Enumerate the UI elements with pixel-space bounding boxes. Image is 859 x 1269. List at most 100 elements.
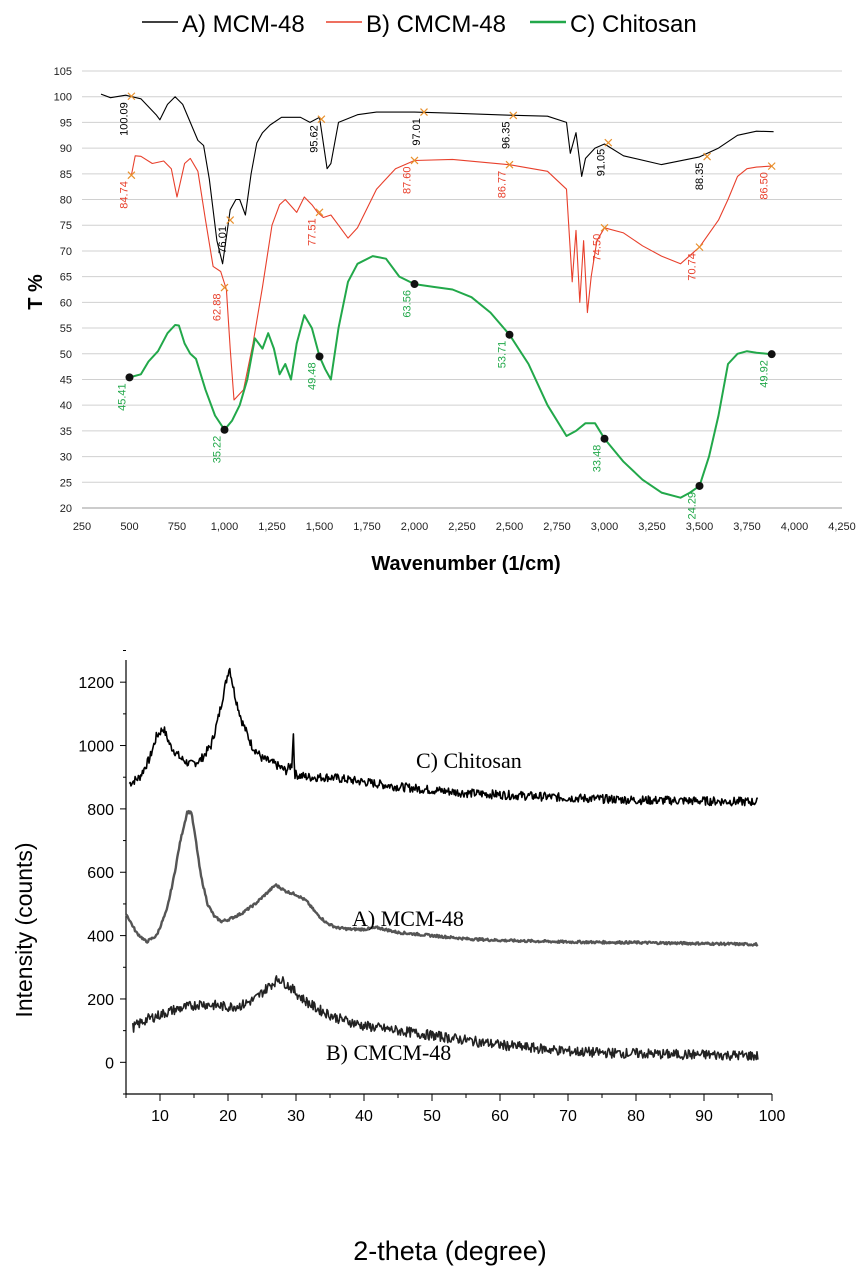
ftir-data-label-c-chitosan-49-92: 49.92 <box>759 360 771 388</box>
ftir-x-tick-2-000: 2,000 <box>401 521 429 533</box>
ftir-marker-b-cmcm-48-70-74 <box>695 243 704 252</box>
ftir-x-tick-1-000: 1,000 <box>211 521 239 533</box>
xrd-x-tick-70: 70 <box>559 1108 577 1125</box>
ftir-marker-chitosan-33-48 <box>600 434 609 443</box>
xrd-y-tick-600: 600 <box>87 865 114 882</box>
ftir-x-tick-1-500: 1,500 <box>306 521 334 533</box>
ftir-x-tick-750: 750 <box>168 521 186 533</box>
ftir-data-label-b-cmcm-48-84-74: 84.74 <box>118 181 130 209</box>
ftir-marker-chitosan-53-71 <box>505 330 514 339</box>
ftir-x-tick-labels: 250 500 750 1,000 1,250 1,500 1,750 2,000 2,250 2… <box>73 521 856 533</box>
ftir-y-tick-90: 90 <box>60 143 72 155</box>
ftir-chart: A) MCM-48 B) CMCM-48 C) Chitosan 20 25 30 3… <box>25 11 856 575</box>
ftir-point-markers <box>125 92 776 490</box>
xrd-y-axis-title: Intensity (counts) <box>11 842 37 1017</box>
ftir-x-tick-3-000: 3,000 <box>591 521 619 533</box>
xrd-y-tick-800: 800 <box>87 802 114 819</box>
ftir-data-label-a-mcm-48-97-01: 97.01 <box>411 118 423 146</box>
ftir-series-lines <box>100 93 774 499</box>
ftir-marker-chitosan-49-48 <box>315 352 324 361</box>
annotation-mcm48: A) MCM-48 <box>352 906 464 931</box>
xrd-x-axis-title: 2-theta (degree) <box>353 1236 547 1266</box>
ftir-x-tick-4-000: 4,000 <box>781 521 809 533</box>
ftir-x-tick-4-250: 4,250 <box>828 521 856 533</box>
xrd-y-tick-200: 200 <box>87 992 114 1009</box>
xrd-x-tick-labels: 10 20 30 40 50 60 70 80 90 100 <box>151 1108 785 1125</box>
ftir-x-tick-500: 500 <box>120 521 138 533</box>
ftir-data-label-a-mcm-48-76-01: 76.01 <box>217 226 229 254</box>
ftir-y-axis-title: T % <box>25 274 47 310</box>
xrd-y-tick-400: 400 <box>87 929 114 946</box>
ftir-marker-chitosan-45-41 <box>125 373 134 382</box>
ftir-y-tick-80: 80 <box>60 195 72 207</box>
ftir-data-label-b-cmcm-48-87-60: 87.60 <box>402 166 414 194</box>
legend-label-mcm48: A) MCM-48 <box>182 11 305 38</box>
ftir-y-tick-20: 20 <box>60 503 72 515</box>
ftir-marker-b-cmcm-48-86-77 <box>505 160 514 169</box>
ftir-data-label-a-mcm-48-100-09: 100.09 <box>118 102 130 136</box>
xrd-series-a-mcm-48 <box>125 809 759 947</box>
legend-label-cmcm48: B) CMCM-48 <box>366 11 506 38</box>
xrd-x-tick-40: 40 <box>355 1108 373 1125</box>
xrd-x-tick-60: 60 <box>491 1108 509 1125</box>
ftir-data-label-b-cmcm-48-77-51: 77.51 <box>307 218 319 246</box>
ftir-data-label-a-mcm-48-91-05: 91.05 <box>595 149 607 177</box>
ftir-y-tick-105: 105 <box>54 66 72 78</box>
xrd-series-b-cmcm-48 <box>132 975 759 1061</box>
ftir-x-tick-1-250: 1,250 <box>258 521 286 533</box>
ftir-y-tick-45: 45 <box>60 374 72 386</box>
xrd-x-tick-80: 80 <box>627 1108 645 1125</box>
xrd-series-lines <box>125 667 759 1061</box>
ftir-data-label-b-cmcm-48-70-74: 70.74 <box>687 253 699 281</box>
ftir-y-tick-85: 85 <box>60 169 72 181</box>
ftir-series-b-cmcm-48 <box>130 155 772 401</box>
ftir-x-tick-250: 250 <box>73 521 91 533</box>
ftir-x-tick-3-750: 3,750 <box>733 521 761 533</box>
ftir-y-tick-30: 30 <box>60 452 72 464</box>
ftir-series-c-chitosan <box>129 255 772 499</box>
ftir-marker-b-cmcm-48-86-50 <box>767 162 776 171</box>
ftir-data-label-b-cmcm-48-86-77: 86.77 <box>497 171 509 199</box>
ftir-data-label-c-chitosan-45-41: 45.41 <box>117 383 129 411</box>
xrd-annotations: C) Chitosan A) MCM-48 B) CMCM-48 <box>326 748 522 1065</box>
ftir-data-labels: 100.09 76.01 95.62 97.01 96.35 91.05 88.35 84.7… <box>117 102 771 519</box>
ftir-data-label-b-cmcm-48-74-50: 74.50 <box>592 234 604 262</box>
ftir-y-tick-75: 75 <box>60 220 72 232</box>
ftir-x-tick-3-250: 3,250 <box>638 521 666 533</box>
ftir-marker-b-cmcm-48-74-50 <box>600 223 609 232</box>
ftir-data-label-c-chitosan-24-29: 24.29 <box>687 492 699 520</box>
xrd-x-tick-30: 30 <box>287 1108 305 1125</box>
ftir-x-tick-2-250: 2,250 <box>448 521 476 533</box>
ftir-marker-b-cmcm-48-87-60 <box>410 156 419 165</box>
ftir-y-tick-40: 40 <box>60 400 72 412</box>
ftir-legend: A) MCM-48 B) CMCM-48 C) Chitosan <box>142 11 697 38</box>
ftir-y-tick-100: 100 <box>54 92 72 104</box>
ftir-data-label-c-chitosan-33-48: 33.48 <box>592 445 604 473</box>
ftir-marker-a-mcm-48-97-01 <box>420 108 428 117</box>
ftir-marker-a-mcm-48-100-09 <box>127 92 136 101</box>
ftir-x-tick-2-500: 2,500 <box>496 521 524 533</box>
ftir-marker-b-cmcm-48-62-88 <box>220 283 229 292</box>
ftir-series-a-mcm-48 <box>100 93 774 265</box>
annotation-chitosan: C) Chitosan <box>416 748 522 773</box>
xrd-x-tick-100: 100 <box>759 1108 786 1125</box>
ftir-x-tick-3-500: 3,500 <box>686 521 714 533</box>
ftir-data-label-c-chitosan-63-56: 63.56 <box>402 290 414 318</box>
ftir-marker-a-mcm-48-96-35 <box>509 111 518 120</box>
xrd-chart: 0 200 400 600 800 1000 1200 10 20 30 40 50 60 70 80 90… <box>11 649 785 1266</box>
ftir-marker-chitosan-63-56 <box>410 280 419 289</box>
ftir-marker-a-mcm-48-91-05 <box>604 138 613 147</box>
ftir-data-label-a-mcm-48-95-62: 95.62 <box>308 125 320 153</box>
ftir-y-tick-labels: 20 25 30 35 40 45 50 55 60 65 70 75 80 85 90 95 100 105 <box>54 66 72 515</box>
xrd-axes <box>120 649 773 1101</box>
ftir-x-axis-title: Wavenumber (1/cm) <box>371 553 560 575</box>
ftir-marker-chitosan-35-22 <box>220 425 229 434</box>
ftir-data-label-c-chitosan-53-71: 53.71 <box>497 341 509 369</box>
xrd-y-tick-labels: 0 200 400 600 800 1000 1200 <box>78 675 114 1072</box>
ftir-data-label-a-mcm-48-96-35: 96.35 <box>500 121 512 149</box>
ftir-y-tick-50: 50 <box>60 349 72 361</box>
xrd-x-tick-20: 20 <box>219 1108 237 1125</box>
ftir-y-tick-25: 25 <box>60 477 72 489</box>
xrd-series-c-chitosan <box>128 667 759 807</box>
ftir-marker-chitosan-49-92 <box>767 350 776 359</box>
